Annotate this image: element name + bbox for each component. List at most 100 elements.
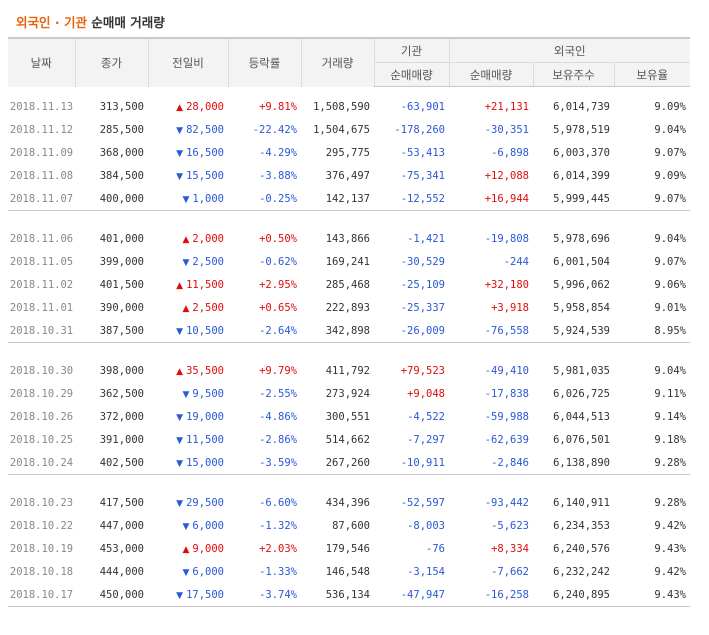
cell-date: 2018.10.31 <box>9 324 74 337</box>
table-row: 2018.10.29 362,500 ▼ 9,500 -2.55% 273,924 +9,0… <box>8 382 690 405</box>
header-foreign-ratio: 보유율 <box>613 62 690 87</box>
cell-inst-net: -3,154 <box>407 565 445 578</box>
table-row: 2018.10.25 391,000 ▼ 11,500 -2.86% 514,662 -7,… <box>8 428 690 451</box>
cell-rate: -2.64% <box>259 324 297 337</box>
header-institution: 기관 <box>373 37 449 63</box>
cell-rate: -1.32% <box>259 519 297 532</box>
cell-change: ▼ 9,500 <box>148 382 228 405</box>
table-row: 2018.10.31 387,500 ▼ 10,500 -2.64% 342,898 -26… <box>8 319 690 343</box>
cell-foreign-net: -62,639 <box>484 433 529 446</box>
cell-foreign-hold: 6,240,576 <box>553 542 610 555</box>
separator-cell <box>8 210 690 219</box>
cell-change: ▲ 9,000 <box>148 537 228 560</box>
header-foreign: 외국인 <box>448 37 690 63</box>
cell-change: ▼ 6,000 <box>148 560 228 583</box>
cell-close: 401,000 <box>99 232 144 245</box>
cell-change: ▼ 15,000 <box>148 451 228 475</box>
cell-close: 453,000 <box>99 542 144 555</box>
table-row: 2018.10.18 444,000 ▼ 6,000 -1.33% 146,548 -3,1… <box>8 560 690 583</box>
arrow-down-icon: ▼ <box>176 326 184 337</box>
cell-inst-net: -10,911 <box>400 456 445 469</box>
cell-foreign-ratio: 9.07% <box>654 192 686 205</box>
cell-close: 285,500 <box>99 123 144 136</box>
cell-foreign-ratio: 9.04% <box>654 232 686 245</box>
arrow-up-icon: ▲ <box>182 234 190 245</box>
cell-close: 391,000 <box>99 433 144 446</box>
cell-date: 2018.11.12 <box>9 123 74 136</box>
cell-foreign-hold: 6,026,725 <box>553 387 610 400</box>
change-value: 17,500 <box>186 588 224 601</box>
cell-foreign-net: -76,558 <box>484 324 529 337</box>
cell-foreign-ratio: 9.11% <box>654 387 686 400</box>
change-value: 15,000 <box>186 456 224 469</box>
cell-foreign-net: -16,258 <box>484 588 529 601</box>
cell-foreign-net: +32,180 <box>484 278 529 291</box>
cell-rate: +9.81% <box>259 100 297 113</box>
cell-rate: -3.88% <box>259 169 297 182</box>
cell-close: 313,500 <box>99 100 144 113</box>
table-row: 2018.10.30 398,000 ▲ 35,500 +9.79% 411,792 +79… <box>8 359 690 382</box>
cell-volume: 1,508,590 <box>313 100 370 113</box>
cell-rate: -1.33% <box>259 565 297 578</box>
table-row: 2018.10.19 453,000 ▲ 9,000 +2.03% 179,546 -76 +… <box>8 537 690 560</box>
cell-inst-net: -178,260 <box>394 123 445 136</box>
cell-close: 417,500 <box>99 496 144 509</box>
cell-change: ▼ 1,000 <box>148 187 228 211</box>
cell-inst-net: -75,341 <box>400 169 445 182</box>
arrow-down-icon: ▼ <box>182 194 190 205</box>
cell-inst-net: -47,947 <box>400 588 445 601</box>
spacer-cell <box>8 219 690 227</box>
group-spacer <box>8 87 690 96</box>
table-body: 2018.11.13 313,500 ▲ 28,000 +9.81% 1,508,590-… <box>8 87 690 615</box>
cell-foreign-hold: 6,232,242 <box>553 565 610 578</box>
cell-rate: +9.79% <box>259 364 297 377</box>
change-value: 2,500 <box>192 301 224 314</box>
arrow-up-icon: ▲ <box>182 544 190 555</box>
cell-foreign-ratio: 9.06% <box>654 278 686 291</box>
group-separator <box>8 210 690 219</box>
cell-change: ▲ 35,500 <box>148 359 228 382</box>
table-row: 2018.11.13 313,500 ▲ 28,000 +9.81% 1,508,590 -… <box>8 95 690 118</box>
cell-foreign-ratio: 9.14% <box>654 410 686 423</box>
arrow-up-icon: ▲ <box>182 303 190 314</box>
cell-rate: -2.55% <box>259 387 297 400</box>
cell-inst-net: +9,048 <box>407 387 445 400</box>
cell-foreign-ratio: 9.42% <box>654 565 686 578</box>
arrow-up-icon: ▲ <box>176 102 184 113</box>
header-foreign-hold: 보유주수 <box>532 62 614 87</box>
arrow-down-icon: ▼ <box>182 567 190 578</box>
cell-foreign-hold: 6,140,911 <box>553 496 610 509</box>
cell-date: 2018.10.29 <box>9 387 74 400</box>
change-value: 2,000 <box>192 232 224 245</box>
cell-foreign-net: +21,131 <box>484 100 529 113</box>
cell-close: 399,000 <box>99 255 144 268</box>
change-value: 35,500 <box>186 364 224 377</box>
cell-inst-net: -76 <box>426 542 445 555</box>
arrow-down-icon: ▼ <box>176 125 184 136</box>
header-foreign-net: 순매매량 <box>448 62 533 87</box>
cell-change: ▼ 10,500 <box>148 319 228 343</box>
change-value: 9,500 <box>192 387 224 400</box>
cell-date: 2018.10.17 <box>9 588 74 601</box>
cell-date: 2018.11.07 <box>9 192 74 205</box>
cell-volume: 222,893 <box>325 301 370 314</box>
cell-date: 2018.11.02 <box>9 278 74 291</box>
cell-change: ▲ 28,000 <box>148 95 228 118</box>
section-title: 외국인 · 기관 순매매 거래량 <box>16 12 165 31</box>
table-row: 2018.10.17 450,000 ▼ 17,500 -3.74% 536,134 -47… <box>8 583 690 607</box>
cell-change: ▼ 11,500 <box>148 428 228 451</box>
cell-foreign-ratio: 9.07% <box>654 146 686 159</box>
cell-inst-net: -25,337 <box>400 301 445 314</box>
change-value: 11,500 <box>186 278 224 291</box>
header-volume: 거래량 <box>300 37 374 87</box>
cell-date: 2018.10.19 <box>9 542 74 555</box>
arrow-down-icon: ▼ <box>182 389 190 400</box>
change-value: 9,000 <box>192 542 224 555</box>
cell-foreign-hold: 6,014,739 <box>553 100 610 113</box>
cell-rate: -0.62% <box>259 255 297 268</box>
cell-inst-net: -12,552 <box>400 192 445 205</box>
cell-foreign-hold: 6,003,370 <box>553 146 610 159</box>
trading-table: 날짜 종가 전일비 등락률 거래량 기관 외국인 순매매량 순매매량 보유주수 … <box>8 37 690 615</box>
spacer-cell <box>8 351 690 359</box>
cell-close: 387,500 <box>99 324 144 337</box>
